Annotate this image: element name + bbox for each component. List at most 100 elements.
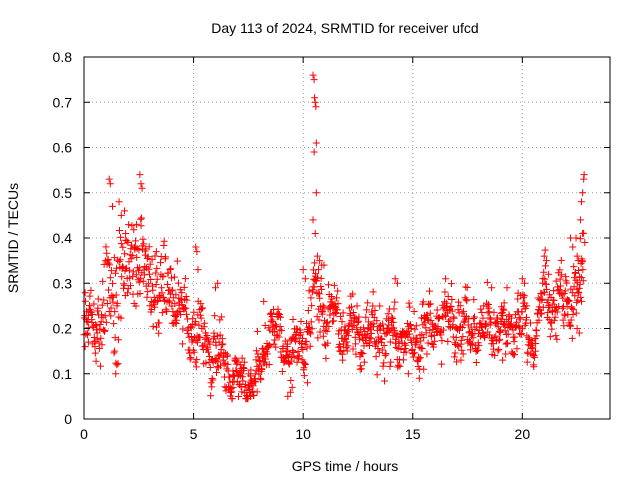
data-point — [431, 337, 439, 345]
data-point — [126, 274, 134, 282]
data-point — [172, 291, 180, 299]
data-point — [396, 362, 404, 370]
data-point — [208, 383, 216, 391]
data-point — [458, 346, 466, 354]
data-point — [333, 306, 341, 314]
data-point — [304, 379, 312, 387]
data-point — [404, 370, 412, 378]
x-tick-label: 10 — [295, 426, 311, 442]
data-point — [471, 313, 479, 321]
data-point — [118, 273, 126, 281]
data-point — [85, 302, 93, 310]
data-point — [406, 303, 414, 311]
data-point — [474, 346, 482, 354]
data-point — [308, 302, 316, 310]
data-point — [312, 189, 320, 197]
data-point — [115, 258, 123, 266]
data-point — [441, 298, 449, 306]
data-point — [463, 284, 471, 292]
data-point — [579, 266, 587, 274]
data-point — [559, 294, 567, 302]
data-point — [438, 360, 446, 368]
data-point — [137, 214, 145, 222]
data-point — [420, 334, 428, 342]
data-point — [253, 388, 261, 396]
data-point — [423, 350, 431, 358]
data-point — [416, 331, 424, 339]
data-point — [146, 270, 154, 278]
data-point — [573, 252, 581, 260]
data-point — [449, 333, 457, 341]
data-point — [192, 318, 200, 326]
data-point — [553, 335, 561, 343]
data-point — [224, 360, 232, 368]
data-point — [370, 320, 378, 328]
data-point — [313, 313, 321, 321]
data-point — [202, 359, 210, 367]
data-point — [494, 314, 502, 322]
data-point — [417, 337, 425, 345]
data-point — [141, 262, 149, 270]
data-point — [394, 344, 402, 352]
data-point — [307, 330, 315, 338]
data-point — [397, 345, 405, 353]
data-point — [344, 342, 352, 350]
data-point — [111, 347, 119, 355]
data-point — [334, 330, 342, 338]
data-point — [540, 268, 548, 276]
data-point — [121, 250, 129, 258]
data-point — [132, 271, 140, 279]
data-point — [115, 198, 123, 206]
data-point — [376, 302, 384, 310]
data-point — [357, 365, 365, 373]
data-point — [247, 392, 255, 400]
data-point — [457, 356, 465, 364]
data-point — [460, 318, 468, 326]
data-point — [537, 296, 545, 304]
data-point — [87, 286, 95, 294]
data-point — [548, 325, 556, 333]
data-point — [297, 318, 305, 326]
data-point — [152, 248, 160, 256]
data-point — [371, 306, 379, 314]
data-point — [502, 350, 510, 358]
axis-ticks: 0 5 10 15 20 0 0.1 0.2 0.3 0.4 0.5 0.6 0.7 0.8 — [53, 49, 610, 442]
data-point — [138, 184, 146, 192]
data-point — [519, 291, 527, 299]
data-point — [156, 259, 164, 267]
data-point — [110, 349, 118, 357]
data-point — [538, 310, 546, 318]
data-point — [373, 371, 381, 379]
data-point — [523, 313, 531, 321]
data-point — [360, 358, 368, 366]
data-point — [311, 259, 319, 267]
data-point — [407, 324, 415, 332]
data-point — [187, 324, 195, 332]
x-tick-label: 20 — [515, 426, 531, 442]
data-point — [324, 339, 332, 347]
data-point — [470, 296, 478, 304]
data-point — [442, 312, 450, 320]
data-point — [467, 340, 475, 348]
data-point — [187, 354, 195, 362]
data-point — [213, 363, 221, 371]
data-point — [285, 360, 293, 368]
data-point — [513, 345, 521, 353]
data-point — [265, 361, 273, 369]
data-point — [177, 311, 185, 319]
data-point — [557, 256, 565, 264]
data-point — [499, 356, 507, 364]
data-point — [222, 349, 230, 357]
data-point — [424, 315, 432, 323]
x-axis-label: GPS time / hours — [292, 458, 399, 474]
data-point — [556, 266, 564, 274]
data-point — [456, 302, 464, 310]
data-point — [450, 314, 458, 322]
data-point — [366, 334, 374, 342]
data-point — [216, 316, 224, 324]
data-point — [209, 376, 217, 384]
data-point — [140, 240, 148, 248]
data-point — [214, 358, 222, 366]
data-point — [563, 279, 571, 287]
data-point — [386, 338, 394, 346]
